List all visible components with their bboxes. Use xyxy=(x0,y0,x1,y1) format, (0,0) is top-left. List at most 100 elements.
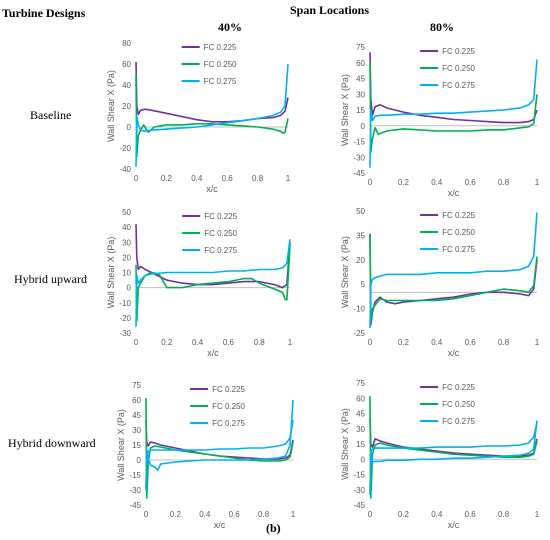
x-tick-label: 1 xyxy=(286,174,291,183)
y-tick-label: 75 xyxy=(132,381,141,390)
x-tick-label: 0.6 xyxy=(223,338,235,347)
x-tick-label: 0 xyxy=(368,178,373,187)
y-tick-label: -45 xyxy=(353,501,365,510)
series-line-fc-0-275 xyxy=(145,399,294,491)
y-tick-label: -30 xyxy=(129,486,141,495)
legend-label: FC 0.250 xyxy=(204,229,237,238)
y-tick-label: 5 xyxy=(361,280,366,289)
x-tick-label: 0.6 xyxy=(229,510,241,519)
x-tick-label: 0.4 xyxy=(192,338,204,347)
y-tick-label: -20 xyxy=(119,314,131,323)
x-tick-label: 0.2 xyxy=(398,178,410,187)
legend-label: FC 0.225 xyxy=(212,385,245,394)
y-tick-label: 15 xyxy=(132,441,141,450)
y-tick-label: 75 xyxy=(356,43,365,52)
y-tick-label: 40 xyxy=(122,223,131,232)
legend-label: FC 0.250 xyxy=(212,402,245,411)
y-tick-label: -15 xyxy=(353,138,365,147)
y-tick-label: 45 xyxy=(356,75,365,84)
y-tick-label: 30 xyxy=(132,426,141,435)
column-header-40: 40% xyxy=(218,20,242,34)
y-axis-label: Wall Shear X (Pa) xyxy=(106,237,116,309)
series-line-fc-0-275 xyxy=(369,59,538,168)
series-line-fc-0-225 xyxy=(369,418,538,458)
x-tick-label: 0 xyxy=(134,174,139,183)
y-tick-label: 60 xyxy=(122,60,131,69)
y-tick-label: 40 xyxy=(122,81,131,90)
x-tick-label: 0.8 xyxy=(498,178,510,187)
row-label-hybrid-downward: Hybrid downward xyxy=(8,436,96,450)
series-line-fc-0-250 xyxy=(135,245,291,322)
y-tick-label: -15 xyxy=(129,471,141,480)
x-tick-label: 0.2 xyxy=(398,338,410,347)
series-line-fc-0-250 xyxy=(369,235,538,323)
y-tick-label: -30 xyxy=(353,486,365,495)
turbine-designs-header: Turbine Designs xyxy=(2,6,86,20)
x-tick-label: 0.2 xyxy=(161,338,173,347)
x-tick-label: 1 xyxy=(291,510,296,519)
y-tick-label: 30 xyxy=(356,425,365,434)
y-axis-label: Wall Shear X (Pa) xyxy=(106,70,116,142)
y-tick-label: 0 xyxy=(137,456,142,465)
y-tick-label: 45 xyxy=(356,410,365,419)
y-tick-label: 10 xyxy=(122,269,131,278)
figure-caption: (b) xyxy=(266,521,281,535)
legend-label: FC 0.275 xyxy=(442,417,475,426)
x-tick-label: 0 xyxy=(134,338,139,347)
series-line-extra xyxy=(369,422,538,495)
y-axis-label: Wall Shear X (Pa) xyxy=(340,236,350,308)
series-line-fc-0-225 xyxy=(369,52,538,124)
y-tick-label: -40 xyxy=(119,165,131,174)
x-tick-label: 0.4 xyxy=(191,174,203,183)
series-line-fc-0-275 xyxy=(135,239,291,327)
legend-label: FC 0.275 xyxy=(212,419,245,428)
legend-label: FC 0.225 xyxy=(204,212,237,221)
x-tick-label: 0 xyxy=(368,510,373,519)
legend-label: FC 0.250 xyxy=(204,60,237,69)
x-tick-label: 0.4 xyxy=(431,510,443,519)
series-line-fc-0-275 xyxy=(135,63,289,167)
column-header-80: 80% xyxy=(430,20,454,34)
y-tick-label: -10 xyxy=(353,305,365,314)
y-tick-label: -20 xyxy=(119,144,131,153)
series-line-fc-0-275 xyxy=(369,420,538,495)
legend-label: FC 0.250 xyxy=(442,64,475,73)
x-tick-label: 0.6 xyxy=(465,338,477,347)
x-axis-label: x/c xyxy=(214,520,226,530)
y-tick-label: 75 xyxy=(356,379,365,388)
y-tick-label: 50 xyxy=(356,207,365,216)
y-tick-label: 0 xyxy=(127,284,132,293)
legend-label: FC 0.275 xyxy=(204,246,237,255)
series-line-fc-0-250 xyxy=(369,62,538,153)
y-tick-label: 45 xyxy=(132,411,141,420)
y-tick-label: 0 xyxy=(127,123,132,132)
series-line-fc-0-225 xyxy=(135,61,289,123)
x-axis-label: x/c xyxy=(448,348,460,358)
y-tick-label: -25 xyxy=(353,329,365,338)
series-line-fc-0-275 xyxy=(369,212,538,329)
y-tick-label: 60 xyxy=(132,396,141,405)
x-tick-label: 0.8 xyxy=(254,338,266,347)
x-tick-label: 1 xyxy=(288,338,293,347)
series-line-fc-0-250 xyxy=(145,397,294,499)
x-axis-label: x/c xyxy=(206,184,218,194)
row-label-hybrid-upward: Hybrid upward xyxy=(14,272,87,286)
y-tick-label: 60 xyxy=(356,394,365,403)
y-tick-label: 35 xyxy=(356,231,365,240)
x-axis-label: x/c xyxy=(207,348,219,358)
y-tick-label: 0 xyxy=(361,455,366,464)
y-tick-label: 20 xyxy=(122,253,131,262)
legend-label: FC 0.250 xyxy=(442,400,475,409)
y-tick-label: 20 xyxy=(356,256,365,265)
legend-label: FC 0.275 xyxy=(204,77,237,86)
series-line-fc-0-225 xyxy=(369,233,538,326)
y-tick-label: -45 xyxy=(129,501,141,510)
x-tick-label: 1 xyxy=(535,510,540,519)
legend-label: FC 0.275 xyxy=(442,81,475,90)
x-tick-label: 1 xyxy=(535,178,540,187)
y-tick-label: -30 xyxy=(353,153,365,162)
x-tick-label: 0.2 xyxy=(398,510,410,519)
y-tick-label: 80 xyxy=(122,39,131,48)
x-tick-label: 0.6 xyxy=(222,174,234,183)
y-tick-label: 50 xyxy=(122,208,131,217)
